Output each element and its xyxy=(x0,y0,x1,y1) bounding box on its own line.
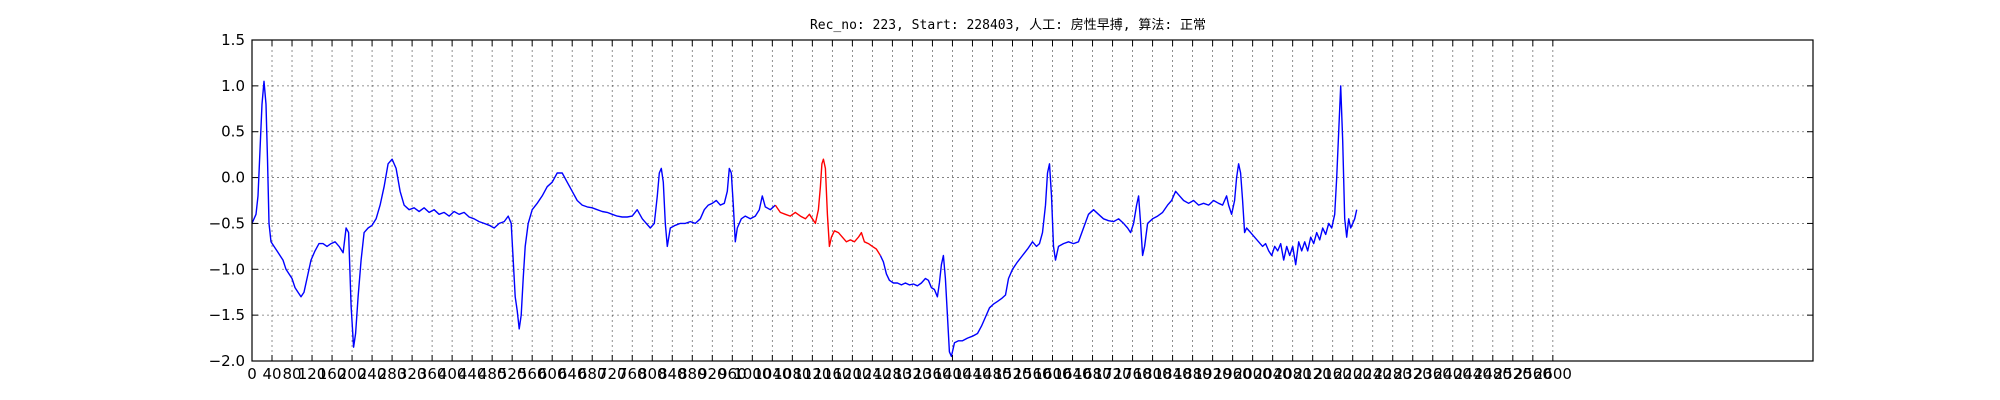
grid-lines xyxy=(252,40,1813,361)
x-tick-label: 1400 xyxy=(933,365,971,383)
x-tick-label: 40 xyxy=(262,365,281,383)
y-tick-labels: 1.5 1.0 0.5 0.0 −0.5 −1.0 −1.5 −2.0 xyxy=(209,31,245,370)
x-tick-label: 1760 xyxy=(1113,365,1151,383)
series-line-2 xyxy=(774,158,881,256)
x-tick-label: 1520 xyxy=(993,365,1031,383)
y-tick-label: 0.5 xyxy=(221,123,245,141)
plot-series xyxy=(251,80,1358,358)
x-tick-label: 2120 xyxy=(1294,365,1332,383)
y-tick-label: −2.0 xyxy=(209,352,245,370)
x-tick-label: 680 xyxy=(578,365,607,383)
x-tick-label: 640 xyxy=(558,365,587,383)
x-tick-label: 1600 xyxy=(1033,365,1071,383)
x-tick-label: 2280 xyxy=(1374,365,1412,383)
x-tick-label: 1680 xyxy=(1073,365,1111,383)
x-tick-label: 2360 xyxy=(1414,365,1452,383)
y-tick-label: 0.0 xyxy=(221,169,245,187)
x-tick-label: 1160 xyxy=(813,365,851,383)
x-tick-label: 1040 xyxy=(753,365,791,383)
x-tick-label: 2320 xyxy=(1394,365,1432,383)
x-tick-label: 2240 xyxy=(1354,365,1392,383)
y-tick-label: 1.5 xyxy=(221,31,245,49)
x-tick-label: 1080 xyxy=(773,365,811,383)
x-tick-label: 2520 xyxy=(1494,365,1532,383)
x-tick-label: 2600 xyxy=(1534,365,1572,383)
x-tick-label: 1920 xyxy=(1194,365,1232,383)
x-tick-label: 1640 xyxy=(1053,365,1091,383)
x-tick-label: 2400 xyxy=(1434,365,1472,383)
series-line-3 xyxy=(879,85,1358,358)
y-tick-label: −0.5 xyxy=(209,214,245,232)
x-tick-label: 1800 xyxy=(1133,365,1171,383)
y-tick-label: −1.5 xyxy=(209,306,245,324)
x-tick-label: 2480 xyxy=(1474,365,1512,383)
x-tick-label: 2560 xyxy=(1514,365,1552,383)
y-tick-label: −1.0 xyxy=(209,260,245,278)
chart-title: Rec_no: 223, Start: 228403, 人工: 房性早搏, 算法… xyxy=(810,17,1206,33)
x-tick-label: 600 xyxy=(538,365,567,383)
x-tick-label: 200 xyxy=(338,365,367,383)
x-tick-label: 2040 xyxy=(1254,365,1292,383)
x-tick-label: 0 xyxy=(247,365,257,383)
x-tick-label: 240 xyxy=(358,365,387,383)
x-tick-label: 800 xyxy=(638,365,667,383)
x-tick-label: 1440 xyxy=(953,365,991,383)
x-tick-label: 360 xyxy=(418,365,447,383)
x-tick-label: 2160 xyxy=(1314,365,1352,383)
x-tick-label: 880 xyxy=(678,365,707,383)
x-tick-label: 840 xyxy=(658,365,687,383)
x-tick-label: 1000 xyxy=(733,365,771,383)
x-tick-label: 2440 xyxy=(1454,365,1492,383)
tick-marks xyxy=(251,39,1813,362)
x-tick-label: 720 xyxy=(598,365,627,383)
x-tick-label: 520 xyxy=(498,365,527,383)
y-tick-label: 1.0 xyxy=(221,77,245,95)
x-tick-label: 960 xyxy=(718,365,747,383)
series-line-1 xyxy=(251,80,776,348)
x-tick-label: 1960 xyxy=(1214,365,1252,383)
x-tick-labels: 0 40 8012016020024028032036040044048052056… xyxy=(247,365,1572,383)
x-tick-label: 1200 xyxy=(833,365,871,383)
x-tick-label: 760 xyxy=(618,365,647,383)
x-tick-label: 440 xyxy=(458,365,487,383)
x-tick-label: 160 xyxy=(318,365,347,383)
x-tick-label: 120 xyxy=(298,365,327,383)
x-tick-label: 1560 xyxy=(1013,365,1051,383)
x-tick-label: 400 xyxy=(438,365,467,383)
x-tick-label: 1120 xyxy=(793,365,831,383)
x-tick-label: 2000 xyxy=(1234,365,1272,383)
x-tick-label: 1280 xyxy=(873,365,911,383)
x-tick-label: 280 xyxy=(378,365,407,383)
x-tick-label: 1720 xyxy=(1093,365,1131,383)
x-tick-label: 560 xyxy=(518,365,547,383)
x-tick-label: 1240 xyxy=(853,365,891,383)
x-tick-label: 1360 xyxy=(913,365,951,383)
x-tick-label: 2080 xyxy=(1274,365,1312,383)
x-tick-label: 920 xyxy=(698,365,727,383)
x-tick-label: 2200 xyxy=(1334,365,1372,383)
x-tick-label: 1880 xyxy=(1174,365,1212,383)
x-tick-label: 480 xyxy=(478,365,507,383)
x-tick-label: 80 xyxy=(282,365,301,383)
x-tick-label: 1480 xyxy=(973,365,1011,383)
x-tick-label: 1840 xyxy=(1153,365,1191,383)
x-tick-label: 320 xyxy=(398,365,427,383)
x-tick-label: 1320 xyxy=(893,365,931,383)
